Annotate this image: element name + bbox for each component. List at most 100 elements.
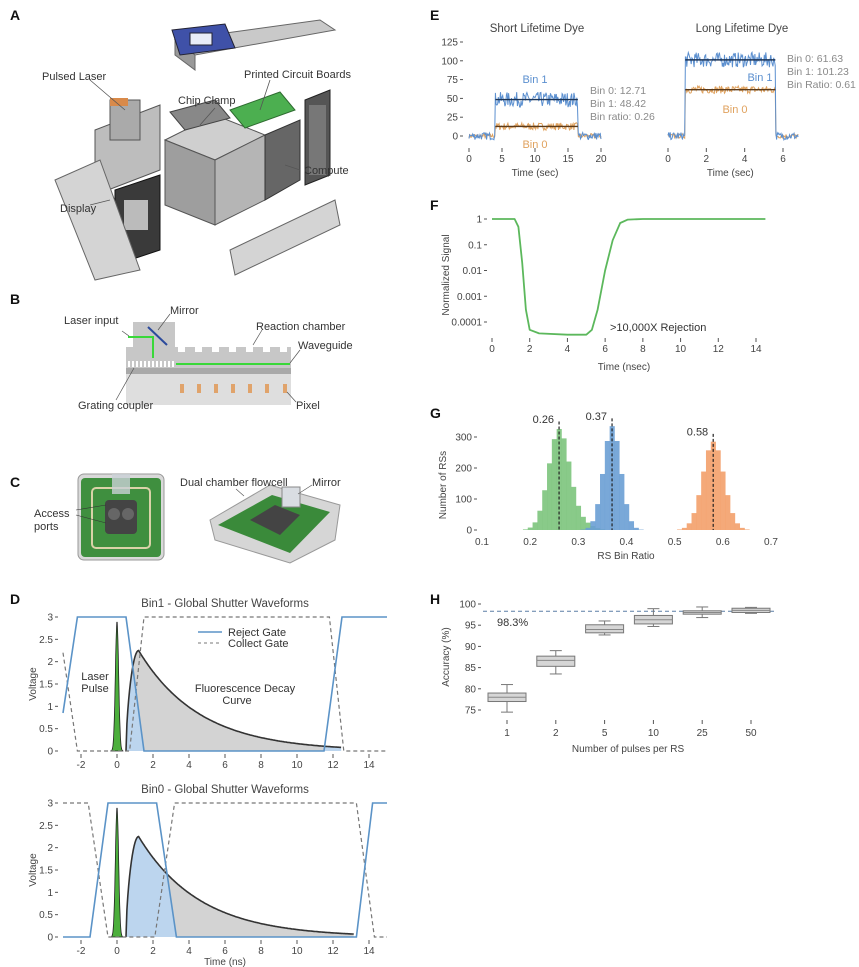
y-axis-label: Accuracy (%) — [441, 627, 452, 686]
y-axis-label: Normalized Signal — [441, 234, 452, 315]
y-tick-label: 100 — [455, 495, 472, 506]
y-tick-label: 75 — [465, 706, 477, 717]
y-tick-label: 0 — [466, 526, 472, 537]
histogram-bar — [571, 486, 577, 530]
histogram-bar — [575, 505, 582, 530]
x-tick-label: 0 — [665, 154, 671, 165]
x-tick-label: 10 — [648, 728, 660, 739]
histogram-bar — [580, 516, 586, 530]
y-tick-label: 1 — [47, 888, 53, 899]
y-tick-label: 1 — [47, 702, 53, 713]
x-tick-label: 6 — [222, 760, 228, 771]
y-tick-label: 100 — [441, 56, 458, 67]
chart-g: 0.26 0.37 0.58 0 100 200 300 0.1 0.2 0.3 0.4 0.5 0.6… — [438, 411, 778, 562]
y-tick-label: 0.1 — [468, 240, 482, 251]
flowcell-perspective-view — [209, 484, 341, 564]
mean-label: 0.26 — [533, 414, 554, 426]
decay-fill-area — [126, 650, 342, 751]
histogram-bar — [609, 426, 615, 530]
stat-text: Bin 1: 101.23 — [787, 66, 849, 78]
y-tick-label: 0.01 — [463, 266, 483, 277]
y-tick-label: 0 — [47, 933, 53, 944]
y-axis-label: Voltage — [28, 667, 39, 701]
y-tick-label: 80 — [465, 684, 477, 695]
callout-dual-chamber-flowcell: Dual chamber flowcell — [180, 477, 288, 489]
x-tick-label: 50 — [745, 728, 757, 739]
callout-mirror: Mirror — [170, 305, 199, 317]
annotation-pulse: Pulse — [81, 683, 109, 695]
panel-label-b: B — [10, 291, 20, 307]
histogram-bar — [734, 523, 740, 530]
y-tick-label: 85 — [465, 663, 477, 674]
x-tick-label: 2 — [150, 760, 156, 771]
x-tick-label: 2 — [704, 154, 710, 165]
mean-label: 0.37 — [586, 411, 607, 423]
y-tick-label: 0 — [47, 747, 53, 758]
x-tick-label: 14 — [363, 946, 375, 957]
histogram-bar — [619, 473, 625, 530]
stat-text: Bin 0: 61.63 — [787, 53, 843, 65]
histogram-bar — [585, 527, 591, 530]
x-tick-label: 0 — [489, 344, 495, 355]
histogram-bar — [566, 461, 572, 530]
x-tick-label: 6 — [222, 946, 228, 957]
y-tick-label: 0 — [452, 132, 458, 143]
histogram-bar — [604, 441, 610, 530]
x-tick-label: 20 — [595, 154, 607, 165]
x-tick-label: 8 — [258, 946, 264, 957]
x-tick-label: -2 — [77, 946, 86, 957]
callout-waveguide: Waveguide — [298, 340, 353, 352]
histogram-bar — [614, 441, 620, 530]
bin1-trace — [667, 50, 799, 142]
x-tick-label: 0.4 — [620, 537, 634, 548]
panel-label-c: C — [10, 474, 20, 490]
chart-title: Bin0 - Global Shutter Waveforms — [141, 784, 309, 796]
x-tick-label: 0 — [466, 154, 472, 165]
histogram-bar — [725, 495, 731, 530]
x-tick-label: 15 — [562, 154, 574, 165]
callout-ports: ports — [34, 521, 59, 533]
y-tick-label: 0.5 — [39, 724, 53, 735]
histogram-bar — [590, 521, 596, 530]
x-tick-label: 2 — [527, 344, 533, 355]
x-tick-label: 10 — [529, 154, 541, 165]
legend-reject-label: Reject Gate — [228, 627, 286, 639]
callout-reaction-chamber: Reaction chamber — [256, 321, 346, 333]
y-tick-label: 0.0001 — [451, 318, 482, 329]
legend-collect-label: Collect Gate — [228, 638, 289, 650]
histogram-bar — [542, 490, 548, 530]
histogram-bar — [677, 529, 683, 530]
stat-text: Bin Ratio: 0.61 — [787, 79, 856, 91]
x-axis-label: Time (sec) — [707, 168, 754, 179]
histogram-bar — [720, 471, 726, 530]
histogram-bar — [696, 495, 702, 530]
y-tick-label: 3 — [47, 799, 53, 810]
callout-pulsed-laser: Pulsed Laser — [42, 71, 107, 83]
histogram-bar — [600, 473, 606, 530]
histogram-bar — [686, 523, 692, 530]
bin0-trace — [468, 121, 602, 140]
x-tick-label: 12 — [713, 344, 725, 355]
y-tick-label: 90 — [465, 642, 477, 653]
y-tick-label: 125 — [441, 38, 458, 49]
annotation-fluorescence-decay: Fluorescence Decay — [195, 683, 296, 695]
x-axis-label: Number of pulses per RS — [572, 744, 685, 755]
x-tick-label: -2 — [77, 760, 86, 771]
panel-label-d: D — [10, 591, 20, 607]
y-tick-label: 1.5 — [39, 866, 53, 877]
callout-laser-input: Laser input — [64, 315, 118, 327]
y-tick-label: 95 — [465, 621, 477, 632]
y-tick-label: 200 — [455, 464, 472, 475]
x-tick-label: 0.6 — [716, 537, 730, 548]
x-axis-label: Time (ns) — [204, 957, 246, 967]
reject-gate-line — [62, 616, 387, 752]
panel-label-g: G — [430, 405, 441, 421]
chart-title: Short Lifetime Dye — [490, 23, 585, 35]
histogram-bar — [551, 439, 557, 530]
y-tick-label: 300 — [455, 433, 472, 444]
panel-label-a: A — [10, 7, 20, 23]
y-tick-label: 0.5 — [39, 910, 53, 921]
x-tick-label: 2 — [150, 946, 156, 957]
histogram-bar — [633, 527, 639, 530]
